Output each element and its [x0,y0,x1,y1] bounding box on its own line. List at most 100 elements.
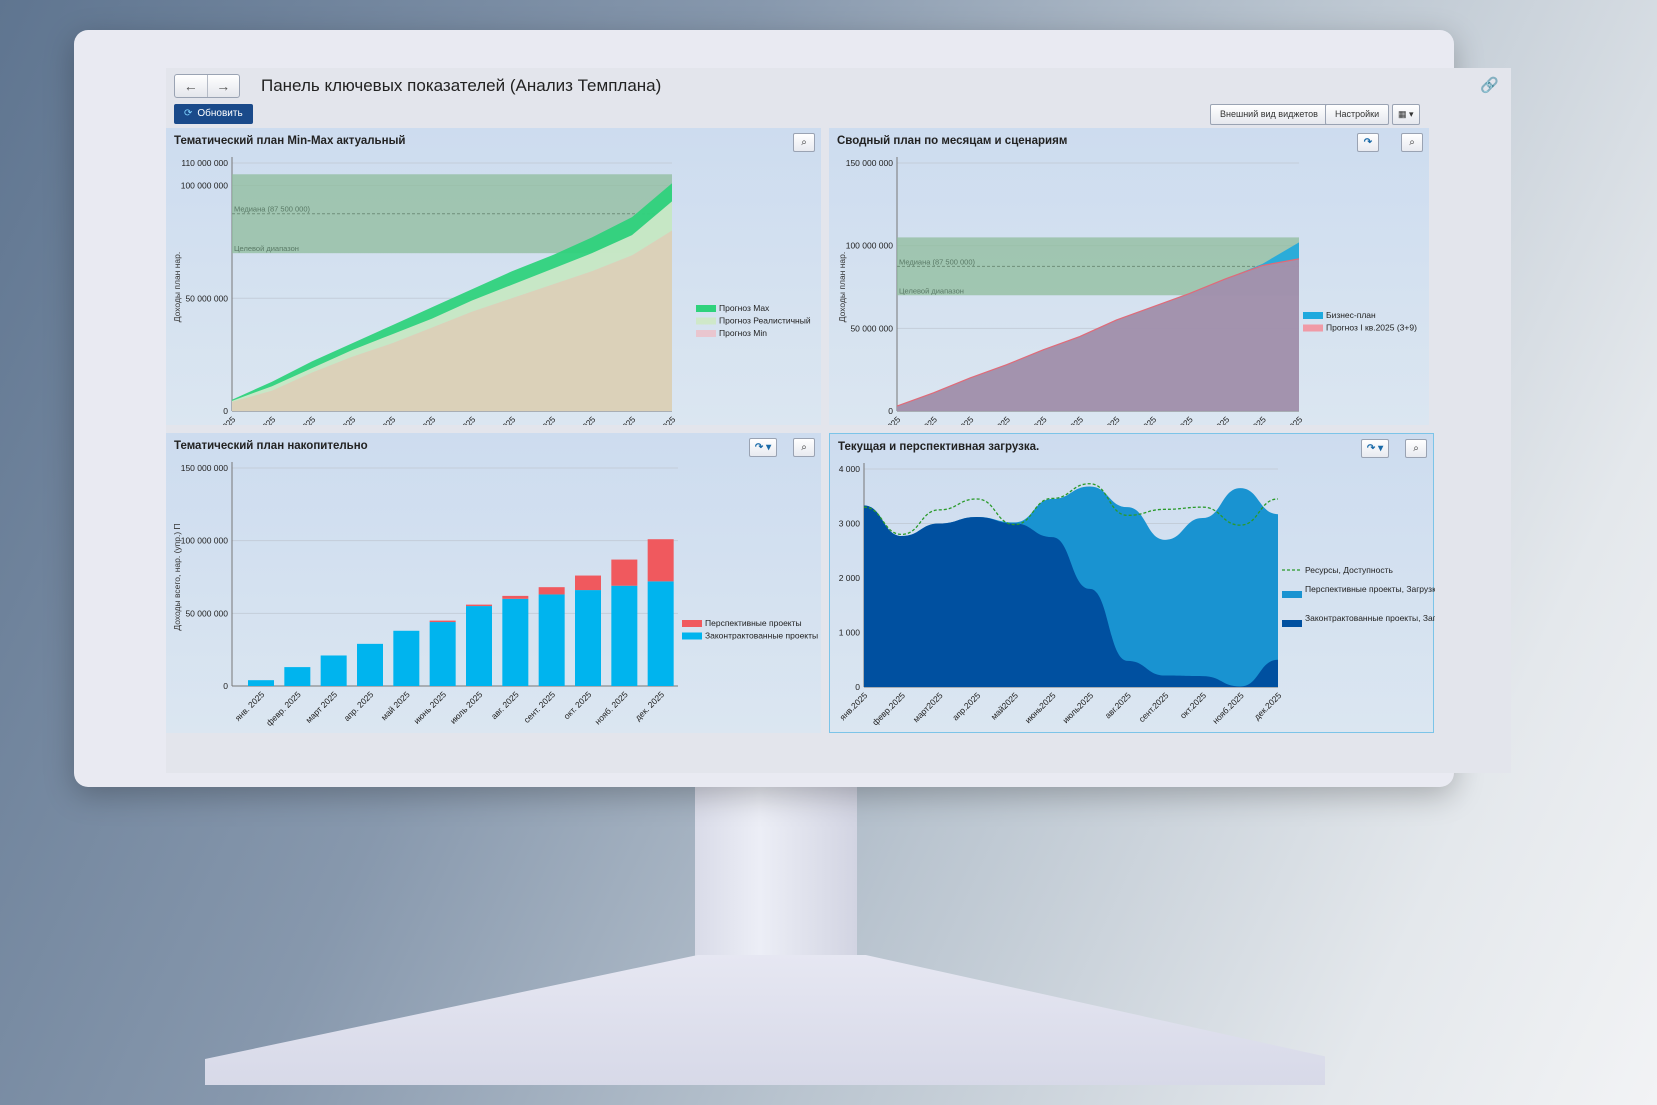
legend-label: Ресурсы, Доступность [1305,565,1393,575]
x-tick-label: сент. 2025 [522,689,558,725]
y-tick-label: 100 000 000 [181,181,229,191]
y-tick-label: 100 000 000 [846,241,894,251]
x-tick-label: нояб. 2025 [600,414,637,425]
panel-title: Сводный план по месяцам и сценариям [837,135,1068,147]
x-tick-label: июль2025 [1060,690,1095,725]
nav-buttons: ← → [174,74,240,98]
x-tick-label: февр.2025 [870,690,907,727]
legend-label: Перспективные проекты, Загрузка [1305,584,1435,594]
refresh-icon: ⟳ [184,108,193,119]
series-line-resources [863,483,1279,536]
panel-title: Тематический план Min-Max актуальный [174,135,406,147]
legend-swatch [1303,324,1323,332]
settings-button[interactable]: Настройки [1325,104,1390,125]
x-tick-label: авг.2025 [1103,690,1133,720]
x-tick-label: окт. 2025 [562,689,594,721]
panel-min-max: Тематический план Min-Max актуальный ⌕ 0… [166,128,821,425]
y-axis-label: Доходы план нар. [837,252,847,322]
x-tick-label: сент.2025 [1137,690,1171,724]
legend-label: Прогноз Реалистичный [719,316,811,326]
bar-contracted [466,606,492,686]
x-tick-label: янв. 2025 [869,414,903,425]
legend-swatch [1282,620,1302,627]
legend-swatch [696,317,716,325]
y-tick-label: 100 000 000 [181,536,229,546]
x-tick-label: апр. 2025 [324,414,358,425]
zoom-icon[interactable]: ⌕ [793,133,815,152]
x-tick-label: июль 2025 [441,414,478,425]
bar-prospective [611,559,638,586]
export-icon[interactable]: ↷ [1357,133,1379,152]
band-label: Целевой диапазон [234,244,299,253]
overlap-area [232,230,672,411]
x-tick-label: апр.2025 [950,690,982,722]
x-tick-label: июнь 2025 [412,689,449,726]
x-tick-label: апр. 2025 [342,689,376,723]
chart-cumulative: 0 50 000 000 100 000 000 150 000 000 Доходы … [172,462,818,728]
x-tick-label: янв. 2025 [204,414,238,425]
export-icon[interactable]: ↷ ▾ [1361,439,1389,458]
panel-title: Текущая и перспективная загрузка. [838,441,1040,453]
x-tick-label: дек. 2025 [633,689,666,722]
legend-swatch [1303,312,1323,319]
bar-contracted [248,680,274,686]
bar-prospective [502,595,529,599]
bar-prospective [466,604,492,607]
widget-view-button[interactable]: Внешний вид виджетов [1210,104,1328,125]
monitor-frame: ← → Панель ключевых показателей (Анализ … [74,30,1511,787]
legend-label: Законтрактованные проекты [705,631,818,641]
zoom-icon[interactable]: ⌕ [1401,133,1423,152]
y-tick-label: 1 000 [839,628,861,638]
x-tick-label: май2025 [989,690,1020,721]
y-tick-label: 110 000 000 [181,158,228,168]
refresh-button[interactable]: ⟳ Обновить [174,104,253,124]
x-tick-label: авг. 2025 [489,689,521,721]
y-tick-label: 3 000 [839,519,861,529]
back-icon[interactable]: ← [183,78,198,94]
x-tick-label: июнь 2025 [1049,414,1086,425]
page-title: Панель ключевых показателей (Анализ Темп… [261,76,662,95]
band-label: Целевой диапазон [899,286,964,295]
panel-cumulative: Тематический план накопительно ↷ ▾ ⌕ 0 50… [166,433,821,733]
panel-summary-plan: Сводный план по месяцам и сценариям ↷ ⌕ … [829,128,1429,425]
x-tick-label: март2025 [911,690,945,724]
forward-icon[interactable]: → [206,75,240,97]
bar-contracted [611,585,638,686]
monitor-stand-neck [695,785,857,970]
bar-contracted [502,598,529,686]
y-tick-label: 2 000 [839,573,861,583]
series-area-contracted-load [864,505,1278,687]
x-tick-label: дек. 2025 [1271,414,1304,425]
y-tick-label: 0 [888,406,893,416]
y-tick-label: 150 000 000 [846,158,894,168]
y-tick-label: 0 [223,681,228,691]
median-label: Медиана (87 500 000) [234,205,311,214]
x-tick-label: окт.2025 [1178,690,1208,720]
bar-contracted [284,667,311,686]
y-axis-label: Доходы план нар. [172,252,182,322]
series-line-forecast [896,258,1300,407]
legend-label: Бизнес-план [1326,310,1376,320]
grid-menu-button[interactable]: ▦ ▾ [1392,104,1420,125]
x-tick-label: март 2025 [304,689,340,725]
bar-contracted [429,622,456,686]
header-bar: ← → Панель ключевых показателей (Анализ … [166,68,1511,102]
bar-contracted [647,581,674,686]
chart-min-max: 0 50 000 000 100 000 000 110 000 000 Доходы … [172,157,811,425]
x-tick-label: март 2025 [940,414,976,425]
x-tick-label: янв. 2025 [233,689,267,723]
x-tick-label: сент. 2025 [1159,414,1195,425]
zoom-icon[interactable]: ⌕ [793,438,815,457]
zoom-icon[interactable]: ⌕ [1405,439,1427,458]
y-tick-label: 0 [855,682,860,692]
bar-prospective [429,620,456,623]
x-tick-label: июнь2025 [1023,690,1058,725]
export-icon[interactable]: ↷ ▾ [749,438,777,457]
x-tick-label: май 2025 [379,689,412,722]
y-tick-label: 50 000 000 [185,293,228,303]
bar-contracted [320,655,347,686]
link-icon[interactable]: 🔗 [1480,77,1499,94]
legend-label: Прогноз Min [719,328,767,338]
x-tick-label: май 2025 [1016,414,1049,425]
